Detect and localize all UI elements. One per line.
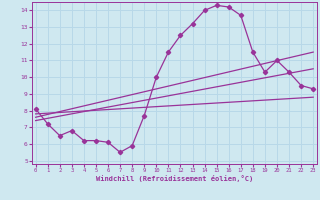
X-axis label: Windchill (Refroidissement éolien,°C): Windchill (Refroidissement éolien,°C) [96, 175, 253, 182]
